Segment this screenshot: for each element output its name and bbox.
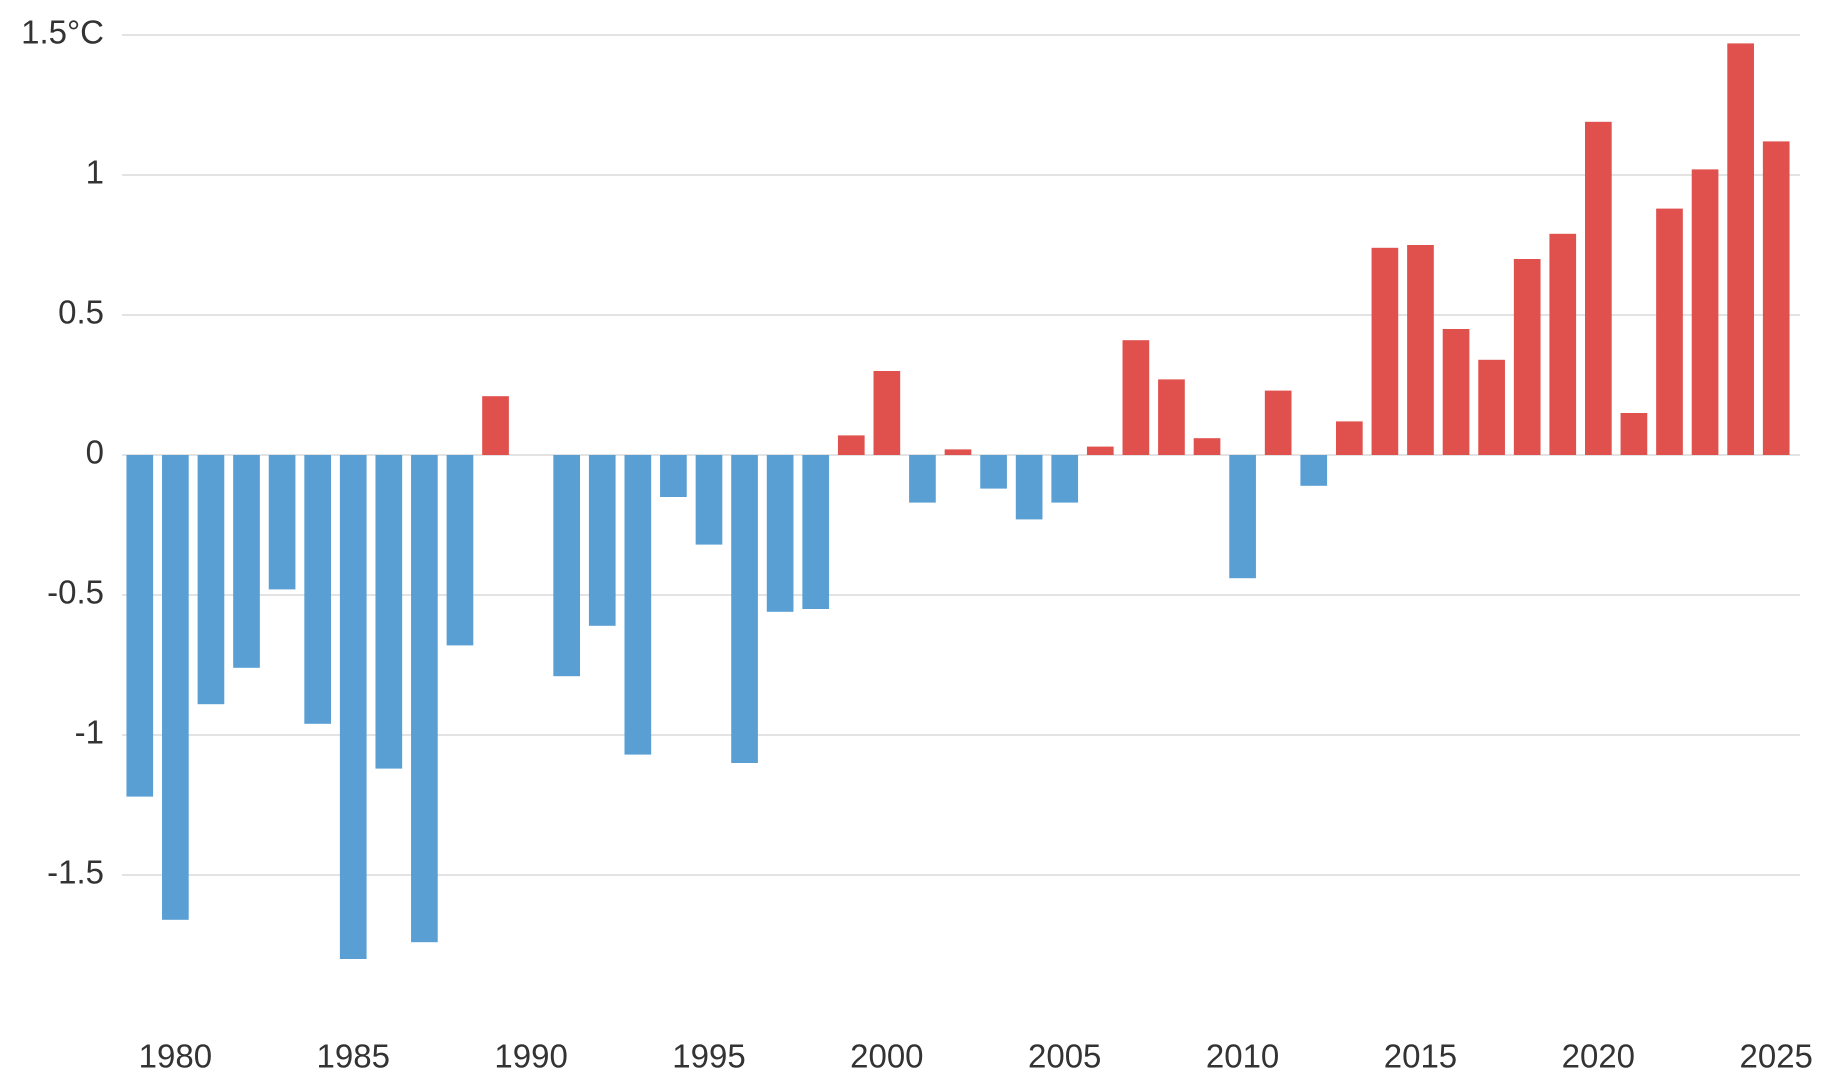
bar (482, 396, 509, 455)
bar (1264, 390, 1292, 455)
bar (1122, 340, 1150, 455)
bar (588, 455, 616, 626)
bar (1656, 208, 1683, 455)
bar (873, 371, 901, 455)
bar (1407, 245, 1434, 455)
x-tick-label: 2010 (1206, 1038, 1279, 1075)
x-tick-label: 2005 (1028, 1038, 1101, 1075)
bar (1371, 247, 1399, 455)
bar (162, 455, 189, 920)
bar (233, 455, 260, 668)
bar (1300, 455, 1328, 486)
bar (909, 455, 936, 503)
bar (1620, 413, 1648, 455)
bar (268, 455, 296, 590)
bar (624, 455, 652, 755)
bar (731, 455, 758, 763)
bar (1193, 438, 1221, 455)
bar (339, 455, 367, 959)
y-tick-label: 1.5°C (21, 14, 104, 51)
y-tick-label: -1 (75, 714, 104, 751)
x-tick-label: 1980 (139, 1038, 212, 1075)
x-tick-label: 2015 (1384, 1038, 1457, 1075)
bar (1335, 421, 1363, 455)
y-tick-label: -1.5 (47, 854, 104, 891)
bar (1158, 379, 1185, 455)
bar (1549, 233, 1577, 455)
x-tick-label: 2000 (850, 1038, 923, 1075)
bar (1442, 329, 1470, 455)
bar (802, 455, 830, 609)
bar (1051, 455, 1079, 503)
bar (1229, 455, 1256, 579)
bar (660, 455, 687, 497)
x-tick-label: 2025 (1740, 1038, 1813, 1075)
bar (1086, 446, 1114, 455)
bar (1015, 455, 1043, 520)
bar (944, 449, 972, 455)
bar (375, 455, 403, 769)
bar (197, 455, 225, 705)
x-tick-label: 1995 (672, 1038, 745, 1075)
bar (837, 435, 865, 455)
bar (766, 455, 794, 612)
bar (695, 455, 723, 545)
bar (1727, 43, 1754, 456)
y-tick-label: 0.5 (58, 294, 104, 331)
x-tick-label: 1985 (317, 1038, 390, 1075)
bar (446, 455, 474, 646)
y-tick-label: 1 (86, 154, 104, 191)
bar (1762, 141, 1790, 455)
bar (1478, 359, 1505, 455)
bar (126, 455, 154, 797)
bar (1585, 121, 1612, 456)
bar (411, 455, 438, 943)
y-tick-label: 0 (86, 434, 104, 471)
x-tick-label: 2020 (1562, 1038, 1635, 1075)
bar (1691, 169, 1719, 455)
y-tick-label: -0.5 (47, 574, 104, 611)
x-tick-label: 1990 (494, 1038, 567, 1075)
bar (553, 455, 581, 677)
bar (980, 455, 1007, 489)
bar (304, 455, 331, 724)
bar (1513, 259, 1541, 455)
